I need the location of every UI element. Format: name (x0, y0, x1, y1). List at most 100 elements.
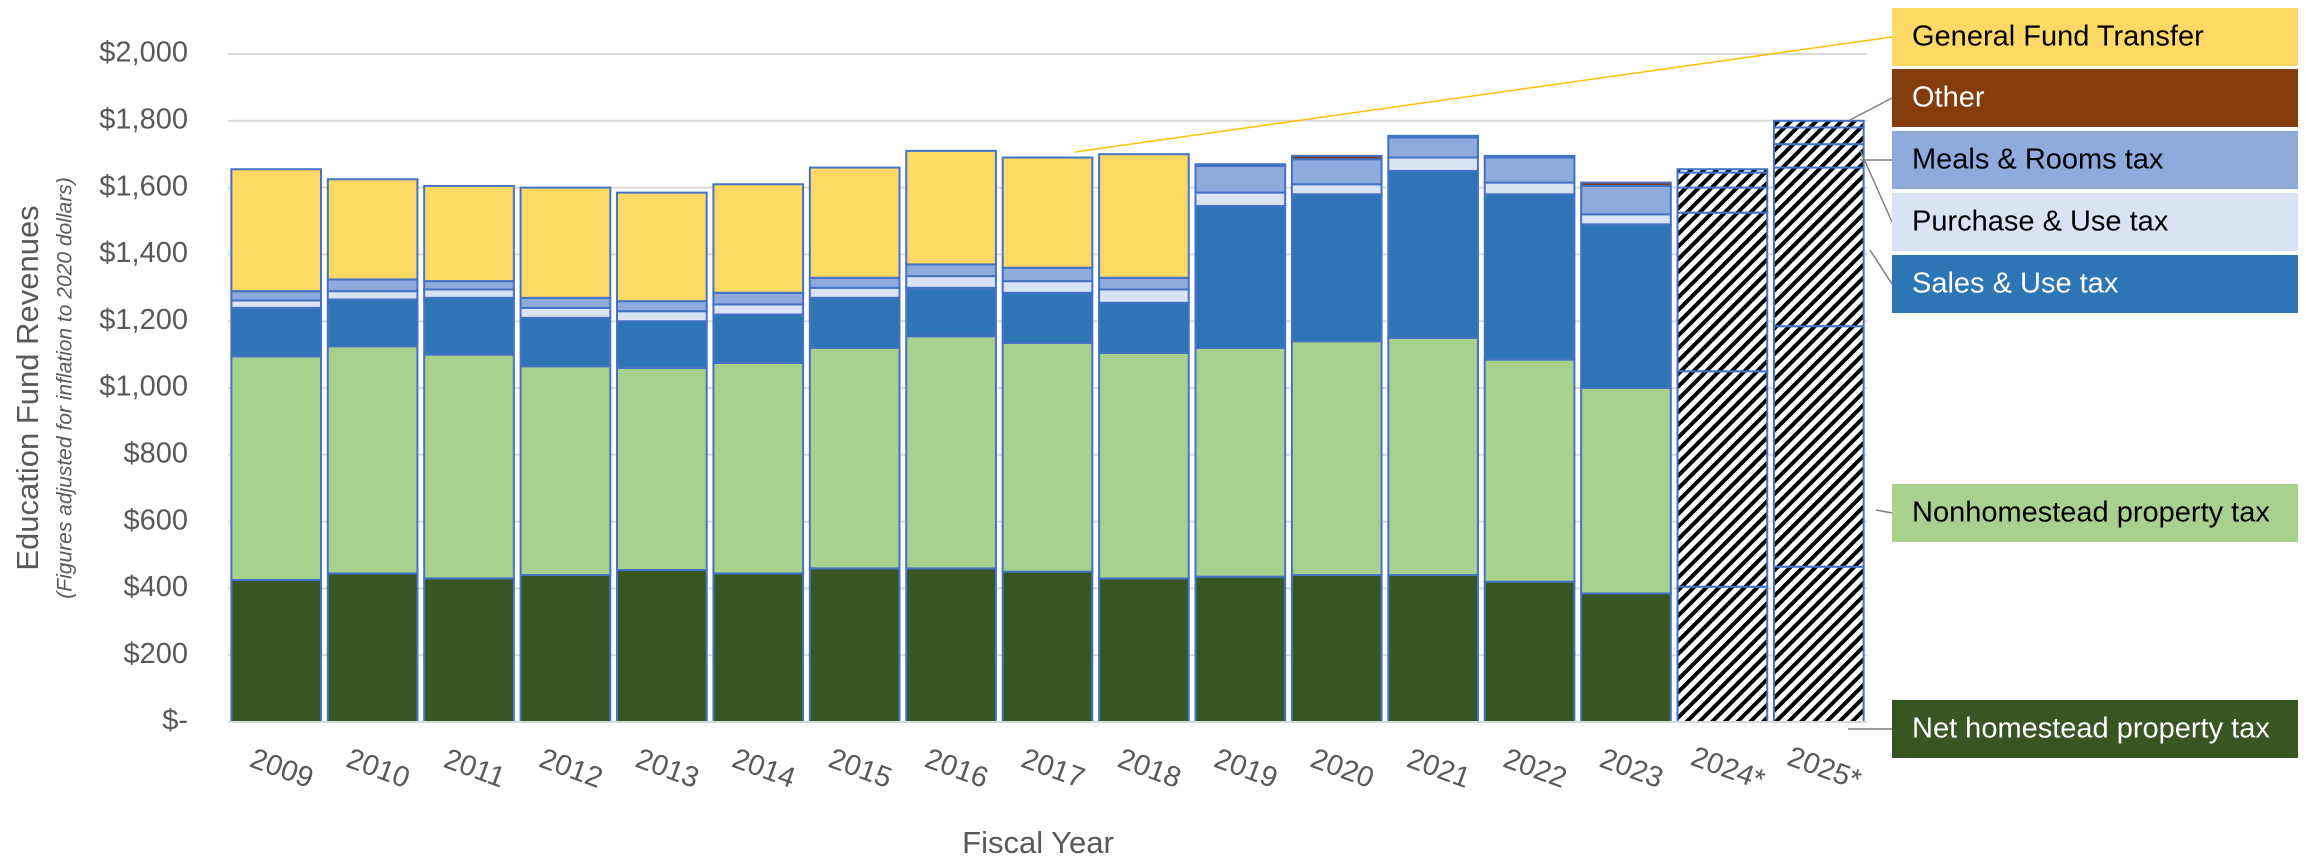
bar-segment (519, 186, 612, 299)
legend-label: Net homestead property tax (1912, 713, 2270, 745)
bar-segment (1098, 288, 1190, 304)
y-tick-label: $2,000 (99, 37, 188, 69)
y-tick-label: $1,200 (99, 304, 188, 336)
x-tick-label: 2009 (246, 743, 318, 795)
bar-segment (326, 290, 419, 301)
legend-swatch (1892, 484, 2298, 542)
bar-segment (1772, 143, 1865, 169)
bar-segment (519, 574, 612, 723)
x-tick-label: 2021 (1403, 743, 1475, 795)
bar-segment (326, 298, 419, 348)
bar-segment (616, 191, 708, 303)
x-tick-label: 2018 (1114, 743, 1186, 795)
leader-line (1074, 36, 1893, 153)
bar-segment (905, 263, 997, 278)
bar-segment (1676, 171, 1769, 189)
bar-segment (1580, 213, 1672, 226)
legend-swatch (1892, 131, 2298, 189)
bar-segment (230, 299, 323, 309)
legend-swatch (1892, 69, 2298, 127)
legend-swatch (1892, 8, 2298, 66)
bar-segment (1483, 580, 1576, 723)
bar-segment (1387, 136, 1479, 159)
bar-segment (712, 183, 805, 294)
bar-segment (1098, 351, 1190, 580)
leader-line (1859, 149, 1893, 223)
x-tick-label: 2011 (440, 743, 510, 794)
bar-segment (1483, 358, 1576, 583)
bar-segment (616, 300, 708, 313)
bar-segment (230, 168, 323, 293)
bar-segment (326, 178, 419, 281)
bar-segment (712, 303, 805, 316)
bar-segment (905, 149, 997, 266)
legend-label: Purchase & Use tax (1912, 206, 2169, 238)
bar-segment (1772, 565, 1865, 723)
x-axis-label: Fiscal Year (962, 825, 1114, 860)
bar-segment (808, 296, 901, 349)
bar-segment (1580, 181, 1672, 187)
legend-swatch (1892, 255, 2298, 313)
x-tick-label: 2014 (728, 743, 800, 795)
bar-segment (1676, 168, 1769, 174)
bar-segment (616, 366, 708, 572)
bar-segment (1676, 211, 1769, 373)
bar-segment (1387, 134, 1479, 139)
bar-segment (1290, 158, 1383, 186)
bar-segment (423, 577, 515, 723)
bar-segment (230, 579, 323, 723)
bar-segment (1676, 186, 1769, 214)
bar-segment (1772, 119, 1865, 129)
bar-segment (808, 567, 901, 723)
bar-segment (1676, 370, 1769, 588)
y-axis-label: Education Fund Revenues (10, 205, 45, 570)
bar-segment (326, 278, 419, 293)
bar-segment (1194, 191, 1287, 207)
bar-segment (423, 296, 515, 356)
bar-segment (519, 316, 612, 368)
bar-segment (1483, 156, 1576, 184)
y-tick-label: $400 (123, 571, 188, 603)
x-tick-label: 2023 (1596, 743, 1668, 795)
bar-segment (1580, 184, 1672, 216)
leader-line (1849, 97, 1893, 121)
bar-segment (1290, 340, 1383, 577)
bar-segment (519, 296, 612, 309)
bar-segment (1483, 193, 1576, 361)
bar-segment (905, 335, 997, 570)
legend-label: General Fund Transfer (1912, 21, 2204, 53)
bar-segment (519, 306, 612, 319)
bar-segment (1194, 575, 1287, 724)
x-tick-label: 2020 (1306, 743, 1378, 795)
bar-segment (712, 361, 805, 575)
legend-label: Nonhomestead property tax (1912, 497, 2270, 529)
y-tick-label: $1,400 (99, 237, 188, 269)
bar-segment (1483, 181, 1576, 196)
bar-segment (808, 286, 901, 299)
bar-segment (1387, 169, 1479, 339)
bar-segment (1098, 577, 1190, 723)
x-tick-label: 2024* (1687, 741, 1769, 797)
y-tick-label: $1,000 (99, 371, 188, 403)
bar-segment (1001, 156, 1094, 269)
x-tick-label: 2012 (535, 743, 607, 795)
bar-segment (1290, 574, 1383, 723)
x-tick-label: 2019 (1210, 743, 1282, 795)
legend-label: Meals & Rooms tax (1912, 144, 2164, 176)
bar-segment (905, 567, 997, 723)
bar-segment (423, 280, 515, 291)
legend-swatch (1892, 193, 2298, 251)
bar-segment (1194, 346, 1287, 578)
legend-swatch (1892, 700, 2298, 758)
x-tick-label: 2016 (921, 743, 993, 795)
x-tick-label: 2015 (824, 743, 896, 795)
bar-segment (423, 353, 515, 580)
leader-line (1875, 509, 1893, 514)
bar-segment (1290, 193, 1383, 343)
bar-segment (1580, 592, 1672, 723)
bar-segment (1580, 387, 1672, 595)
bar-segment (808, 346, 901, 570)
bar-segment (1772, 325, 1865, 568)
bar-segment (230, 355, 323, 582)
